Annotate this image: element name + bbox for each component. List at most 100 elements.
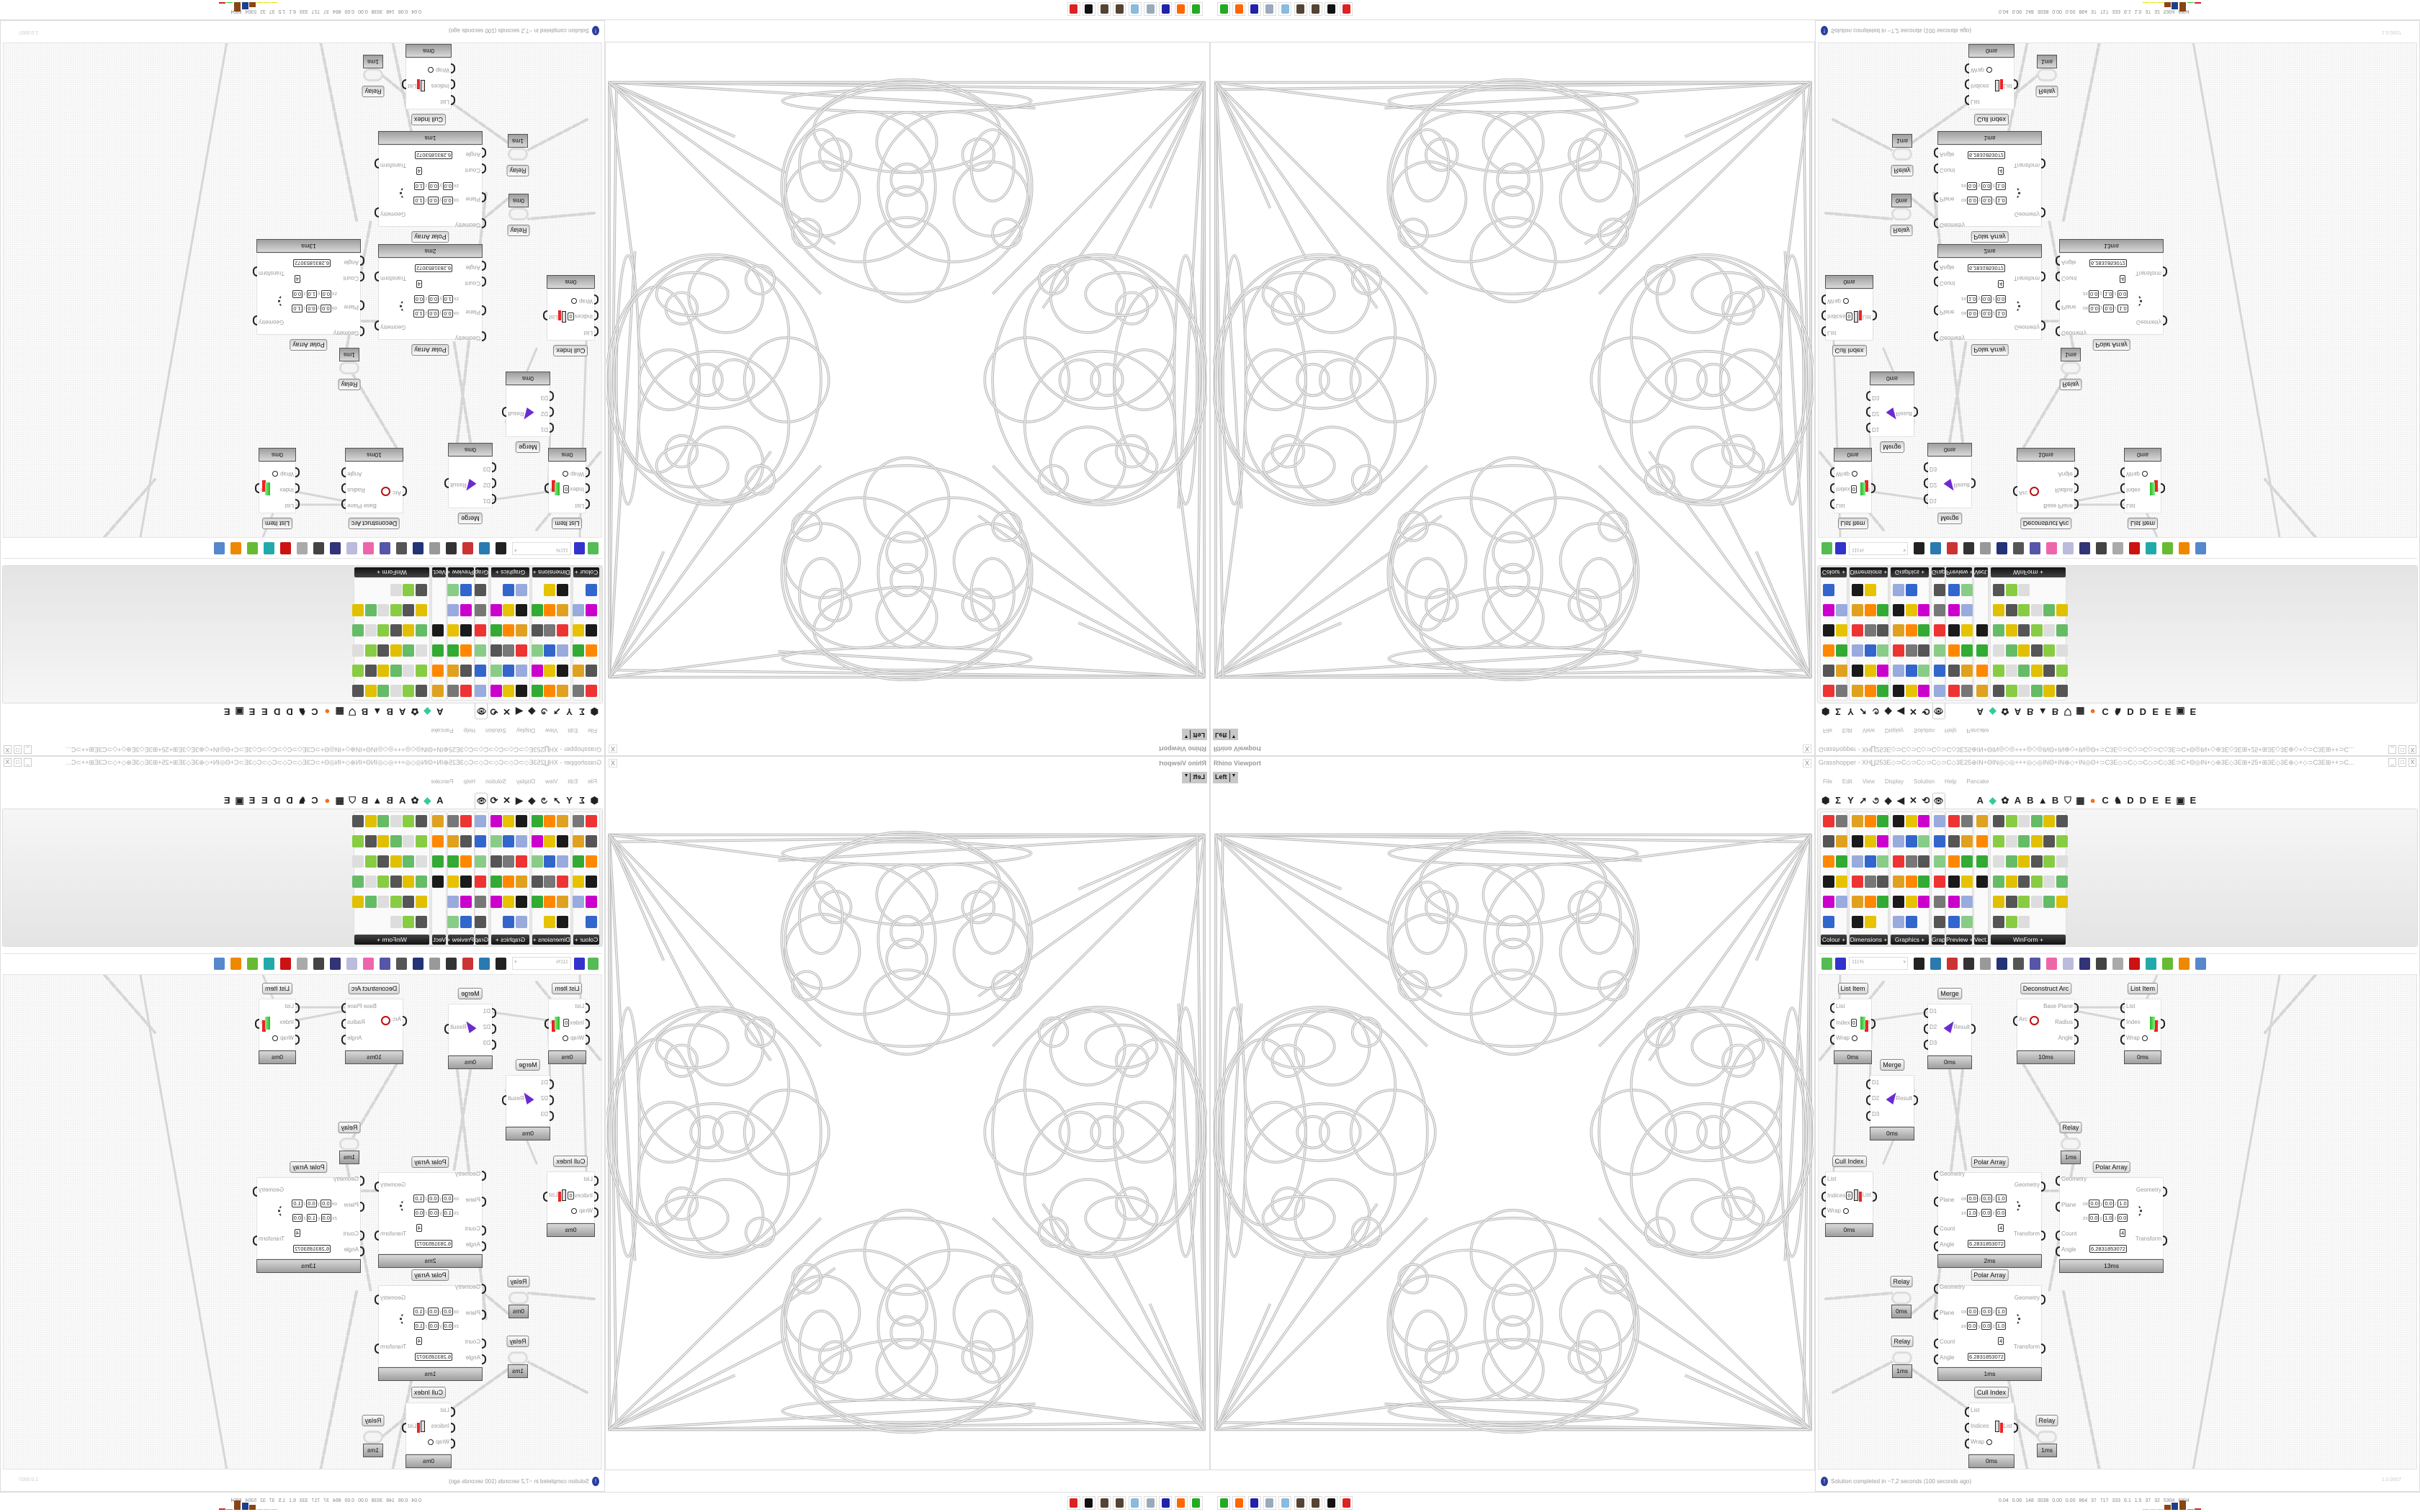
plugin-e-icon[interactable]: E	[261, 706, 268, 717]
component-title[interactable]: List Item	[1837, 518, 1868, 529]
component-title[interactable]: Merge	[1937, 513, 1962, 524]
mesh-icon[interactable]: ◀	[515, 706, 523, 717]
coord-value[interactable]: 1.0	[1995, 1322, 2007, 1330]
ribbon-group-label[interactable]: Vect..	[1974, 567, 1988, 577]
plugin-e2-icon[interactable]: E	[2164, 706, 2172, 717]
zoom-extents-icon[interactable]	[496, 957, 506, 970]
component-icon[interactable]	[1864, 835, 1876, 847]
component-icon[interactable]	[503, 876, 515, 888]
component-title[interactable]: Relay	[507, 225, 530, 236]
input-geometry[interactable]: Geometry	[333, 330, 360, 336]
coord-value[interactable]: 0.0	[321, 305, 331, 312]
plugin-e2-icon[interactable]: E	[2164, 795, 2172, 806]
input-wrap[interactable]: Wrap	[1830, 1035, 1857, 1045]
component-icon[interactable]	[390, 604, 402, 616]
component-body[interactable]: Geometry Plane Count 4 Angle 6.2831853072 Geom…	[1937, 258, 2042, 341]
component-icon[interactable]	[475, 835, 486, 847]
component-icon[interactable]	[1960, 665, 1973, 677]
red-gem-icon[interactable]	[2129, 957, 2140, 970]
plane-origin-values[interactable]: ox0.0y0.0z1.0	[413, 1308, 459, 1315]
component-icon[interactable]	[1905, 584, 1917, 596]
input-count[interactable]: Count	[1933, 1338, 1955, 1349]
index-value[interactable]: 0	[563, 1019, 570, 1027]
component-icon[interactable]	[1993, 644, 2004, 657]
input-count[interactable]: Count	[465, 1225, 482, 1232]
red-app-icon[interactable]	[1340, 2, 1353, 16]
component-body[interactable]: D1 D2 D3 Result	[506, 1075, 550, 1127]
package-icon[interactable]	[2046, 542, 2057, 555]
component-icon[interactable]	[1864, 916, 1876, 928]
mountain-icon[interactable]: ▲	[2038, 706, 2048, 717]
component-icon[interactable]	[475, 665, 486, 677]
orange-circle-icon[interactable]: ●	[324, 795, 331, 806]
component-icon[interactable]	[1823, 685, 1834, 697]
green-gem-icon[interactable]: ◆	[424, 706, 431, 717]
coord-value[interactable]: 0.0	[1967, 197, 1978, 204]
display-eye-icon[interactable]: 👁	[475, 703, 488, 719]
output-base-plane[interactable]: Base Plane	[2043, 503, 2074, 509]
input-count[interactable]: Count	[2060, 275, 2076, 282]
coord-value[interactable]: 1.0	[413, 197, 424, 204]
save-file-icon[interactable]	[1835, 957, 1846, 970]
component-icon[interactable]	[1852, 896, 1863, 908]
component-icon[interactable]	[532, 815, 543, 827]
component-icon[interactable]	[377, 855, 390, 868]
sketch-icon[interactable]	[462, 542, 473, 555]
notepad-icon[interactable]	[1128, 2, 1142, 16]
plane-z-axis-values[interactable]: zx0.0y0.0z1.0	[413, 182, 459, 190]
component-icon[interactable]	[432, 876, 444, 888]
input-geometry[interactable]: Geometry	[1938, 335, 1965, 341]
zoom-extents-icon[interactable]	[496, 542, 506, 555]
component-icon[interactable]	[1934, 665, 1945, 677]
input-list[interactable]: List	[1821, 1176, 1836, 1186]
component-icon[interactable]	[586, 896, 597, 908]
plugin-b-icon[interactable]: B	[386, 706, 393, 717]
maths-icon[interactable]: Σ	[579, 795, 585, 806]
ribbon-group-label[interactable]: Grap..	[475, 567, 488, 577]
angle-value[interactable]: 6.2831853072	[2089, 1245, 2127, 1253]
display-eye-icon[interactable]: 👁	[475, 793, 488, 809]
coord-value[interactable]: 0.0	[1995, 1209, 2007, 1217]
coord-value[interactable]: 1.0	[1996, 1194, 2007, 1202]
output-base-plane[interactable]: Base Plane	[346, 1003, 377, 1009]
menu-help[interactable]: Help	[1945, 727, 1957, 734]
coord-value[interactable]: 0.0	[413, 295, 425, 303]
firefox-icon[interactable]	[1174, 2, 1188, 16]
component-icon[interactable]	[2030, 604, 2043, 616]
output-angle[interactable]: Angle	[346, 1035, 362, 1041]
relay-capsule[interactable]	[2037, 1431, 2057, 1444]
coord-value[interactable]: 0.0	[1967, 1322, 1978, 1330]
curve-icon[interactable]: ૭	[1872, 706, 1879, 717]
component-body[interactable]: List Index Wrap i	[259, 999, 296, 1050]
component-icon[interactable]	[503, 855, 515, 868]
component-icon[interactable]	[1893, 855, 1904, 868]
index-value[interactable]: 0	[1850, 485, 1857, 493]
output-radius[interactable]: Radius	[346, 1019, 365, 1025]
component-icon[interactable]	[1960, 896, 1973, 908]
component-icon[interactable]	[377, 665, 390, 677]
component-icon[interactable]	[403, 876, 415, 888]
input-angle[interactable]: Angle	[2055, 1246, 2076, 1256]
component-title[interactable]: Deconstruct Arc	[2020, 983, 2072, 994]
component-icon[interactable]	[1864, 815, 1876, 827]
component-icon[interactable]	[1823, 896, 1834, 908]
component-icon[interactable]	[2056, 815, 2068, 827]
component-icon[interactable]	[490, 835, 502, 847]
component-icon[interactable]	[1976, 624, 1988, 636]
menu-edit[interactable]: Edit	[1842, 727, 1852, 734]
transform-icon[interactable]: ⟲	[1922, 795, 1930, 806]
input-list[interactable]: List	[2120, 1003, 2135, 1013]
scroll-icon[interactable]	[1144, 2, 1157, 16]
component-icon[interactable]	[352, 685, 364, 697]
component-icon[interactable]	[377, 604, 390, 616]
component-icon[interactable]	[1877, 685, 1888, 697]
component-icon[interactable]	[1960, 624, 1973, 636]
input-geometry[interactable]: Geometry	[455, 222, 482, 228]
coord-value[interactable]: 1.0	[1996, 197, 2007, 204]
component-icon[interactable]	[1893, 644, 1904, 657]
component-title[interactable]: Relay	[2035, 86, 2058, 97]
